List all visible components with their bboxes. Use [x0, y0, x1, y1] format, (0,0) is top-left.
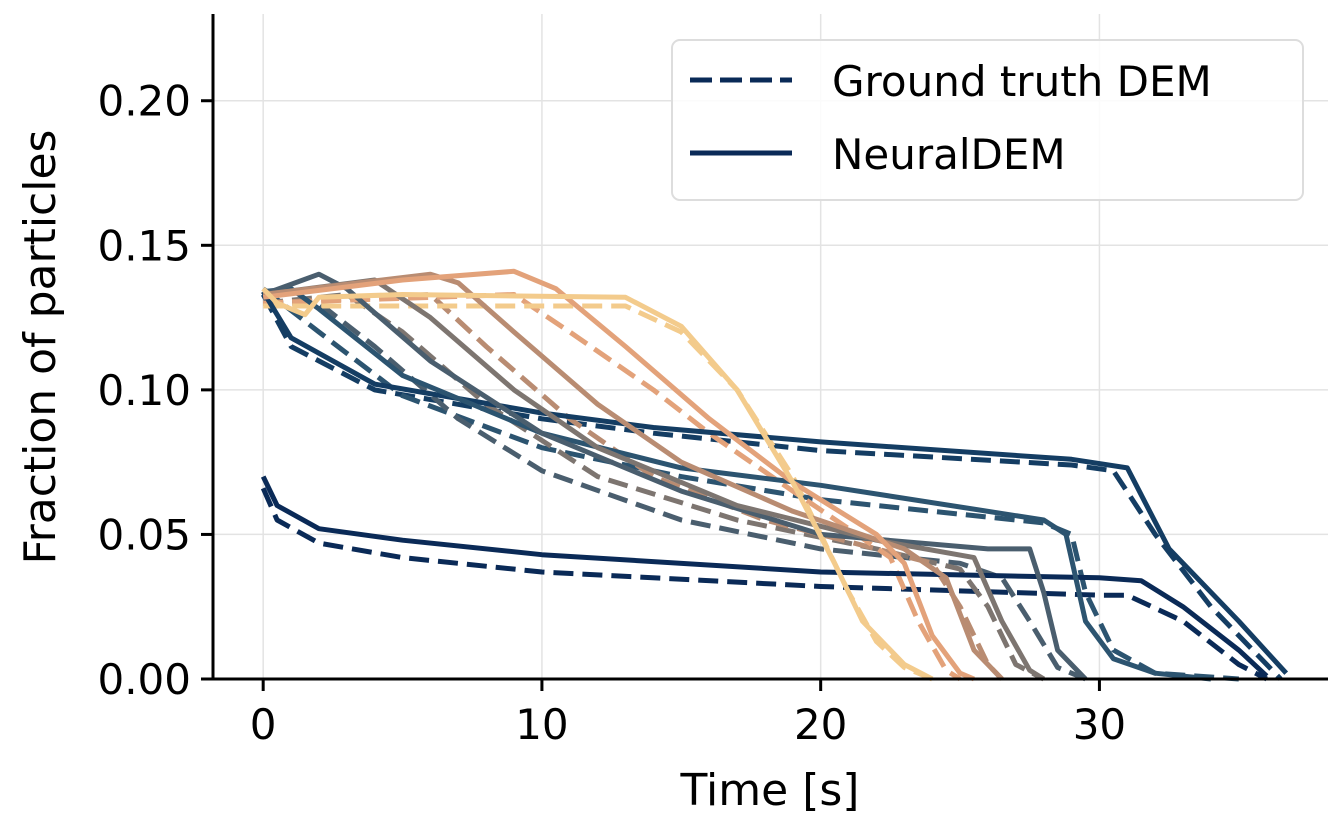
neuraldem-line-0 [260, 475, 1269, 678]
legend-label-neuraldem: NeuralDEM [832, 130, 1066, 179]
neuraldem-line-5 [262, 271, 1004, 681]
series-lines [260, 268, 1289, 682]
ground-truth-line-1 [260, 293, 1283, 681]
legend-label-ground-truth: Ground truth DEM [832, 57, 1212, 106]
ground-truth-line-6 [263, 292, 962, 682]
y-tick-label: 0.20 [97, 77, 191, 126]
ground-truth-line-2 [261, 286, 1239, 682]
x-tick-label: 10 [515, 700, 568, 749]
neuraldem-line-1 [261, 290, 1289, 675]
y-tick-label: 0.00 [97, 655, 191, 704]
y-axis-label: Fraction of particles [15, 130, 66, 565]
x-tick-label: 20 [794, 700, 847, 749]
legend: Ground truth DEM NeuralDEM [671, 39, 1304, 201]
ticks: 0 10 20 30 0.00 0.05 0.10 0.15 0.20 [97, 77, 1126, 749]
legend-box [671, 39, 1304, 201]
y-tick-label: 0.15 [97, 221, 191, 270]
ground-truth-line-3 [263, 300, 1087, 682]
x-tick-label: 30 [1073, 700, 1126, 749]
neuraldem-line-2 [262, 286, 1212, 682]
neuraldem-line-4 [262, 277, 1046, 682]
neuraldem-line-7 [261, 286, 934, 682]
neuraldem-line-6 [262, 268, 975, 682]
ground-truth-line-5 [263, 292, 1004, 681]
x-tick-label: 0 [250, 700, 277, 749]
y-tick-label: 0.10 [97, 366, 191, 415]
x-axis-label: Time [s] [680, 765, 860, 816]
ground-truth-line-0 [260, 487, 1268, 682]
y-tick-label: 0.05 [97, 510, 191, 559]
